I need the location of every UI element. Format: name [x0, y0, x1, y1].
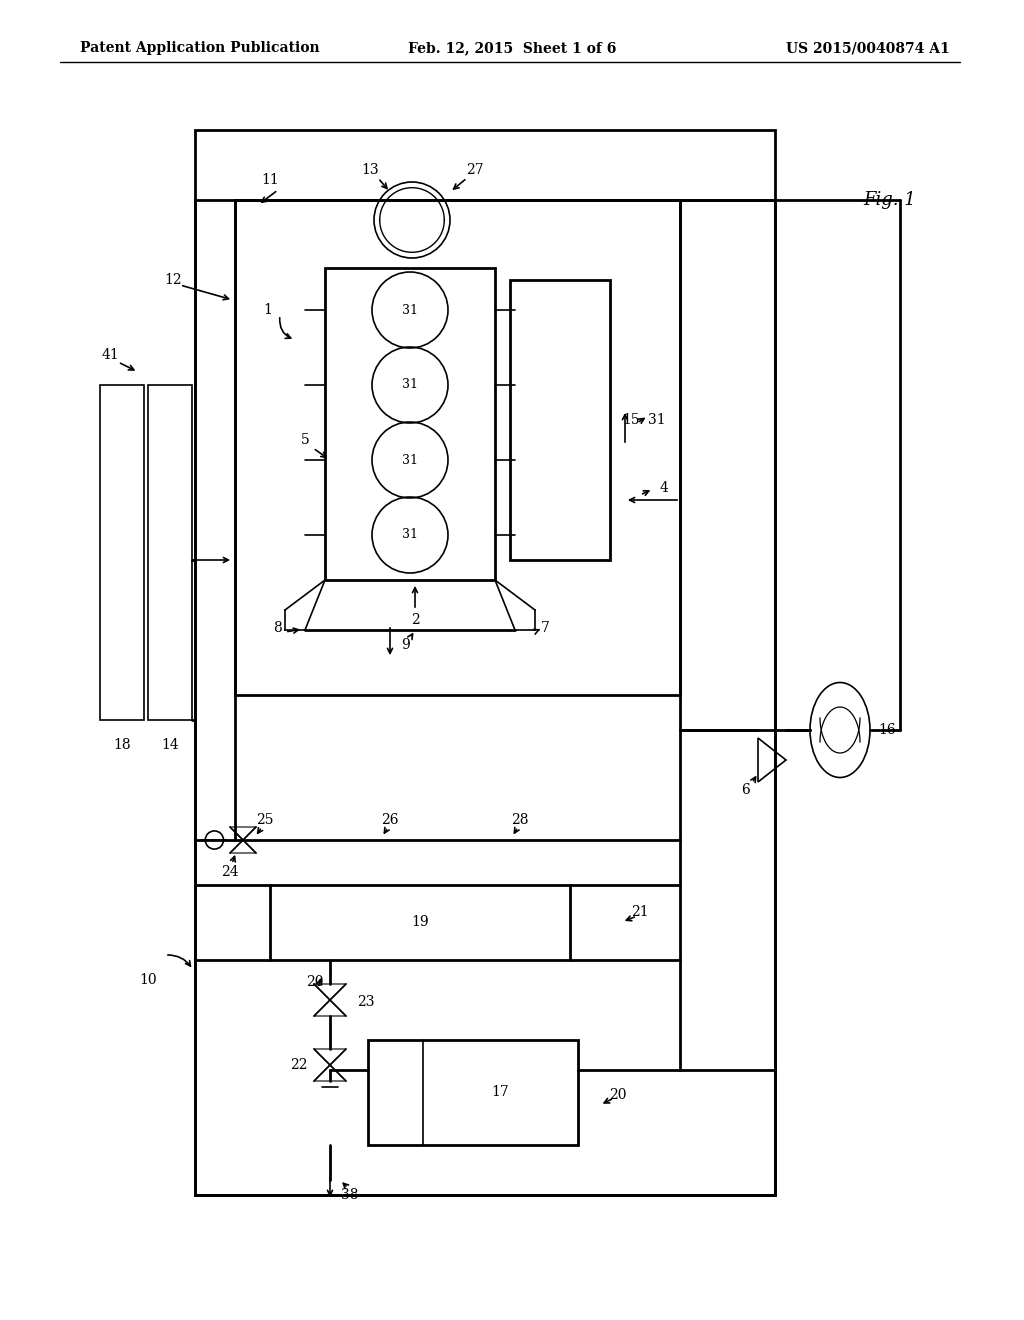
Text: 25: 25 — [256, 813, 273, 828]
Text: 41: 41 — [101, 348, 119, 362]
Text: Fig. 1: Fig. 1 — [863, 191, 916, 209]
Text: Feb. 12, 2015  Sheet 1 of 6: Feb. 12, 2015 Sheet 1 of 6 — [408, 41, 616, 55]
Text: 7: 7 — [541, 620, 550, 635]
Text: 6: 6 — [740, 783, 750, 797]
Bar — [510, 280, 610, 560]
Bar — [100, 385, 144, 719]
Text: US 2015/0040874 A1: US 2015/0040874 A1 — [786, 41, 950, 55]
Text: 5: 5 — [301, 433, 309, 447]
Text: 38: 38 — [341, 1188, 358, 1203]
Text: 20: 20 — [609, 1088, 627, 1102]
Text: 4: 4 — [660, 480, 669, 495]
Text: 19: 19 — [412, 916, 429, 929]
Text: 31: 31 — [402, 304, 418, 317]
Bar — [270, 884, 570, 960]
Bar — [148, 385, 193, 719]
Bar — [325, 268, 495, 579]
Text: 31: 31 — [648, 413, 666, 426]
Text: 21: 21 — [631, 906, 649, 919]
Text: 24: 24 — [221, 865, 239, 879]
Text: 20: 20 — [306, 975, 324, 989]
Text: 8: 8 — [273, 620, 283, 635]
Text: 12: 12 — [164, 273, 182, 286]
Text: 17: 17 — [492, 1085, 509, 1100]
Text: Patent Application Publication: Patent Application Publication — [80, 41, 319, 55]
Text: 22: 22 — [291, 1059, 308, 1072]
Bar — [368, 1040, 578, 1144]
Bar — [195, 129, 775, 1195]
Text: 31: 31 — [402, 528, 418, 541]
Text: 28: 28 — [511, 813, 528, 828]
Text: 2: 2 — [411, 612, 420, 627]
Text: 16: 16 — [878, 723, 896, 737]
Text: 10: 10 — [139, 973, 157, 987]
Text: 15: 15 — [622, 413, 640, 426]
Text: 1: 1 — [263, 304, 272, 317]
Text: 26: 26 — [381, 813, 398, 828]
Text: 13: 13 — [361, 162, 379, 177]
Text: 23: 23 — [357, 995, 375, 1008]
Bar — [234, 201, 680, 696]
Text: 18: 18 — [114, 738, 131, 752]
Text: 9: 9 — [400, 638, 410, 652]
Text: 31: 31 — [402, 454, 418, 466]
Text: 11: 11 — [261, 173, 279, 187]
Text: 14: 14 — [161, 738, 179, 752]
Text: 27: 27 — [466, 162, 483, 177]
Text: 31: 31 — [402, 379, 418, 392]
